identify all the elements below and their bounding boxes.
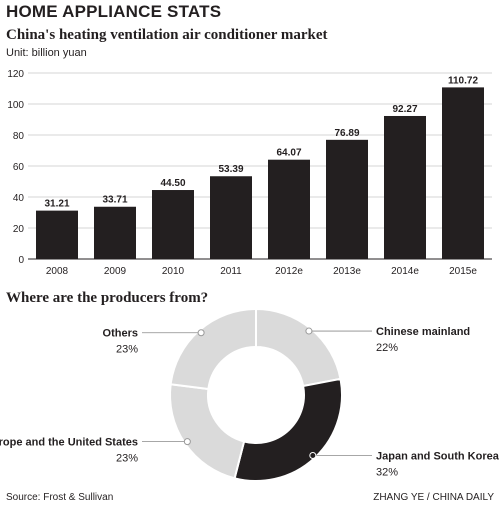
bar-series	[36, 87, 484, 259]
bar-value-label: 31.21	[44, 199, 69, 210]
bar	[442, 87, 484, 259]
donut-chart: Chinese mainland 22% Japan and South Korea…	[0, 307, 500, 482]
y-tick-label: 40	[13, 193, 25, 204]
bar-y-ticks: 0 20 40 60 80 100 120	[7, 69, 24, 266]
y-tick-label: 100	[7, 100, 24, 111]
bar-chart-title: China's heating ventilation air conditio…	[6, 27, 328, 43]
slice-percent: 32%	[376, 467, 398, 479]
donut-slice	[233, 377, 343, 482]
bar	[94, 206, 136, 259]
y-tick-label: 0	[18, 255, 24, 266]
slice-label: Europe and the United States	[0, 437, 138, 449]
bar	[384, 115, 426, 259]
bar	[210, 176, 252, 259]
donut-slice	[169, 307, 257, 391]
x-tick-label: 2008	[46, 266, 69, 277]
leader-dot	[309, 452, 317, 460]
bar-chart-unit: Unit: billion yuan	[6, 47, 87, 59]
bar-value-label: 33.71	[102, 195, 127, 206]
donut-slice	[255, 307, 342, 388]
x-tick-label: 2013e	[333, 266, 361, 277]
header-title: HOME APPLIANCE STATS	[6, 2, 222, 21]
bar	[36, 210, 78, 259]
bar-value-label: 64.07	[276, 148, 301, 159]
donut-slice	[169, 383, 246, 480]
slice-label: Others	[103, 328, 138, 340]
bar-x-ticks: 2008 2009 2010 2011 2012e 2013e 2014e 2015e	[46, 266, 477, 277]
bar	[326, 139, 368, 259]
bar-value-label: 110.72	[448, 75, 478, 86]
y-tick-label: 80	[13, 131, 25, 142]
x-tick-label: 2014e	[391, 266, 419, 277]
donut-labels: Chinese mainland 22% Japan and South Korea…	[0, 326, 500, 478]
slice-percent: 23%	[116, 344, 138, 356]
slice-percent: 23%	[116, 453, 138, 465]
donut-chart-title: Where are the producers from?	[6, 290, 209, 306]
x-tick-label: 2012e	[275, 266, 303, 277]
x-tick-label: 2010	[162, 266, 185, 277]
leader-dot	[197, 329, 205, 337]
bar	[268, 159, 310, 259]
bar-chart: 0 20 40 60 80 100 120 31.21 33.71 44.50 53.39 64.0…	[7, 69, 492, 277]
bar-value-label: 53.39	[218, 164, 243, 175]
bar-value-labels: 31.21 33.71 44.50 53.39 64.07 76.89 92.27 110.7…	[44, 75, 478, 209]
x-tick-label: 2011	[220, 266, 242, 277]
slice-percent: 22%	[376, 342, 398, 354]
y-tick-label: 120	[7, 69, 24, 80]
slice-label: Japan and South Korea	[376, 451, 500, 463]
bar-value-label: 92.27	[392, 104, 417, 115]
x-tick-label: 2009	[104, 266, 127, 277]
leader-dot	[183, 438, 191, 446]
y-tick-label: 20	[13, 224, 25, 235]
bar	[152, 190, 194, 259]
leader-dot	[305, 327, 313, 335]
source-note: Source: Frost & Sullivan	[6, 492, 114, 503]
x-tick-label: 2015e	[449, 266, 477, 277]
slice-label: Chinese mainland	[376, 326, 470, 338]
bar-value-label: 44.50	[160, 178, 185, 189]
bar-value-label: 76.89	[334, 128, 359, 139]
credit-note: ZHANG YE / CHINA DAILY	[373, 492, 494, 503]
y-tick-label: 60	[13, 162, 25, 173]
